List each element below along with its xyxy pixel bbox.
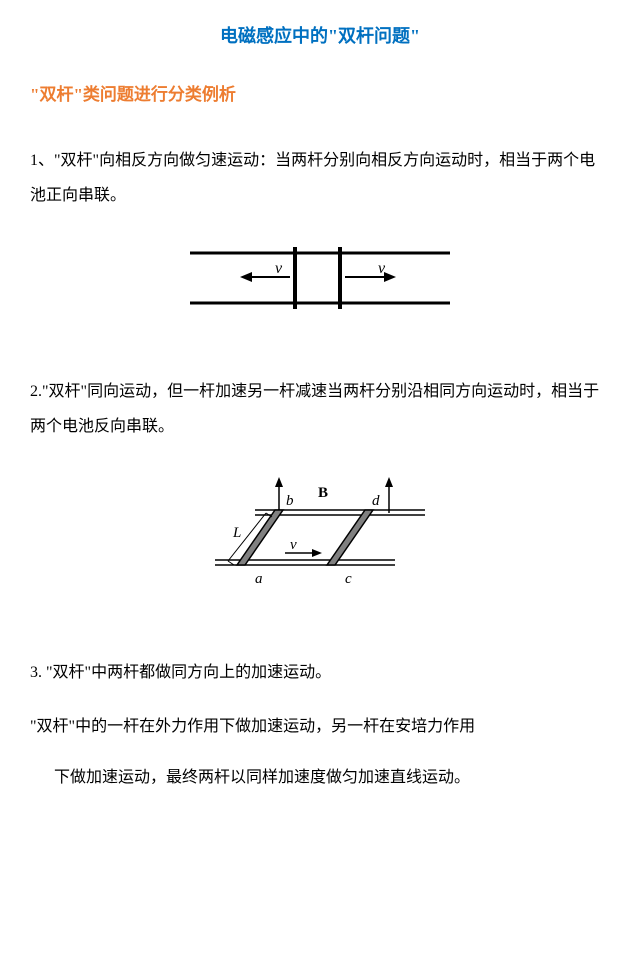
- item-2-text: 2."双杆"同向运动，但一杆加速另一杆减速当两杆分别沿相同方向运动时，相当于两个…: [30, 374, 610, 444]
- item-3-text: 3. "双杆"中两杆都做同方向上的加速运动。: [30, 655, 610, 690]
- label-a: a: [255, 571, 263, 587]
- figure-2-svg: b d a c B L v: [200, 465, 440, 605]
- v-label-left: v: [275, 260, 283, 277]
- figure-1-svg: v v: [180, 233, 460, 323]
- section-subtitle: "双杆"类问题进行分类例析: [30, 80, 610, 111]
- label-d: d: [372, 493, 380, 509]
- item-3-paragraph-line1: "双杆"中的一杆在外力作用下做加速运动，另一杆在安培力作用: [30, 709, 610, 744]
- item-1-text: 1、"双杆"向相反方向做匀速运动：当两杆分别向相反方向运动时，相当于两个电池正向…: [30, 143, 610, 213]
- figure-2: b d a c B L v: [30, 465, 610, 616]
- label-L: L: [232, 525, 241, 541]
- v-label-right: v: [378, 260, 386, 277]
- item-3-paragraph-line2: 下做加速运动，最终两杆以同样加速度做匀加速直线运动。: [30, 760, 610, 795]
- page-title: 电磁感应中的"双杆问题": [30, 20, 610, 52]
- label-b: b: [286, 493, 294, 509]
- label-c: c: [345, 571, 352, 587]
- label-B: B: [318, 485, 328, 501]
- figure-1: v v: [30, 233, 610, 334]
- label-v: v: [290, 537, 297, 553]
